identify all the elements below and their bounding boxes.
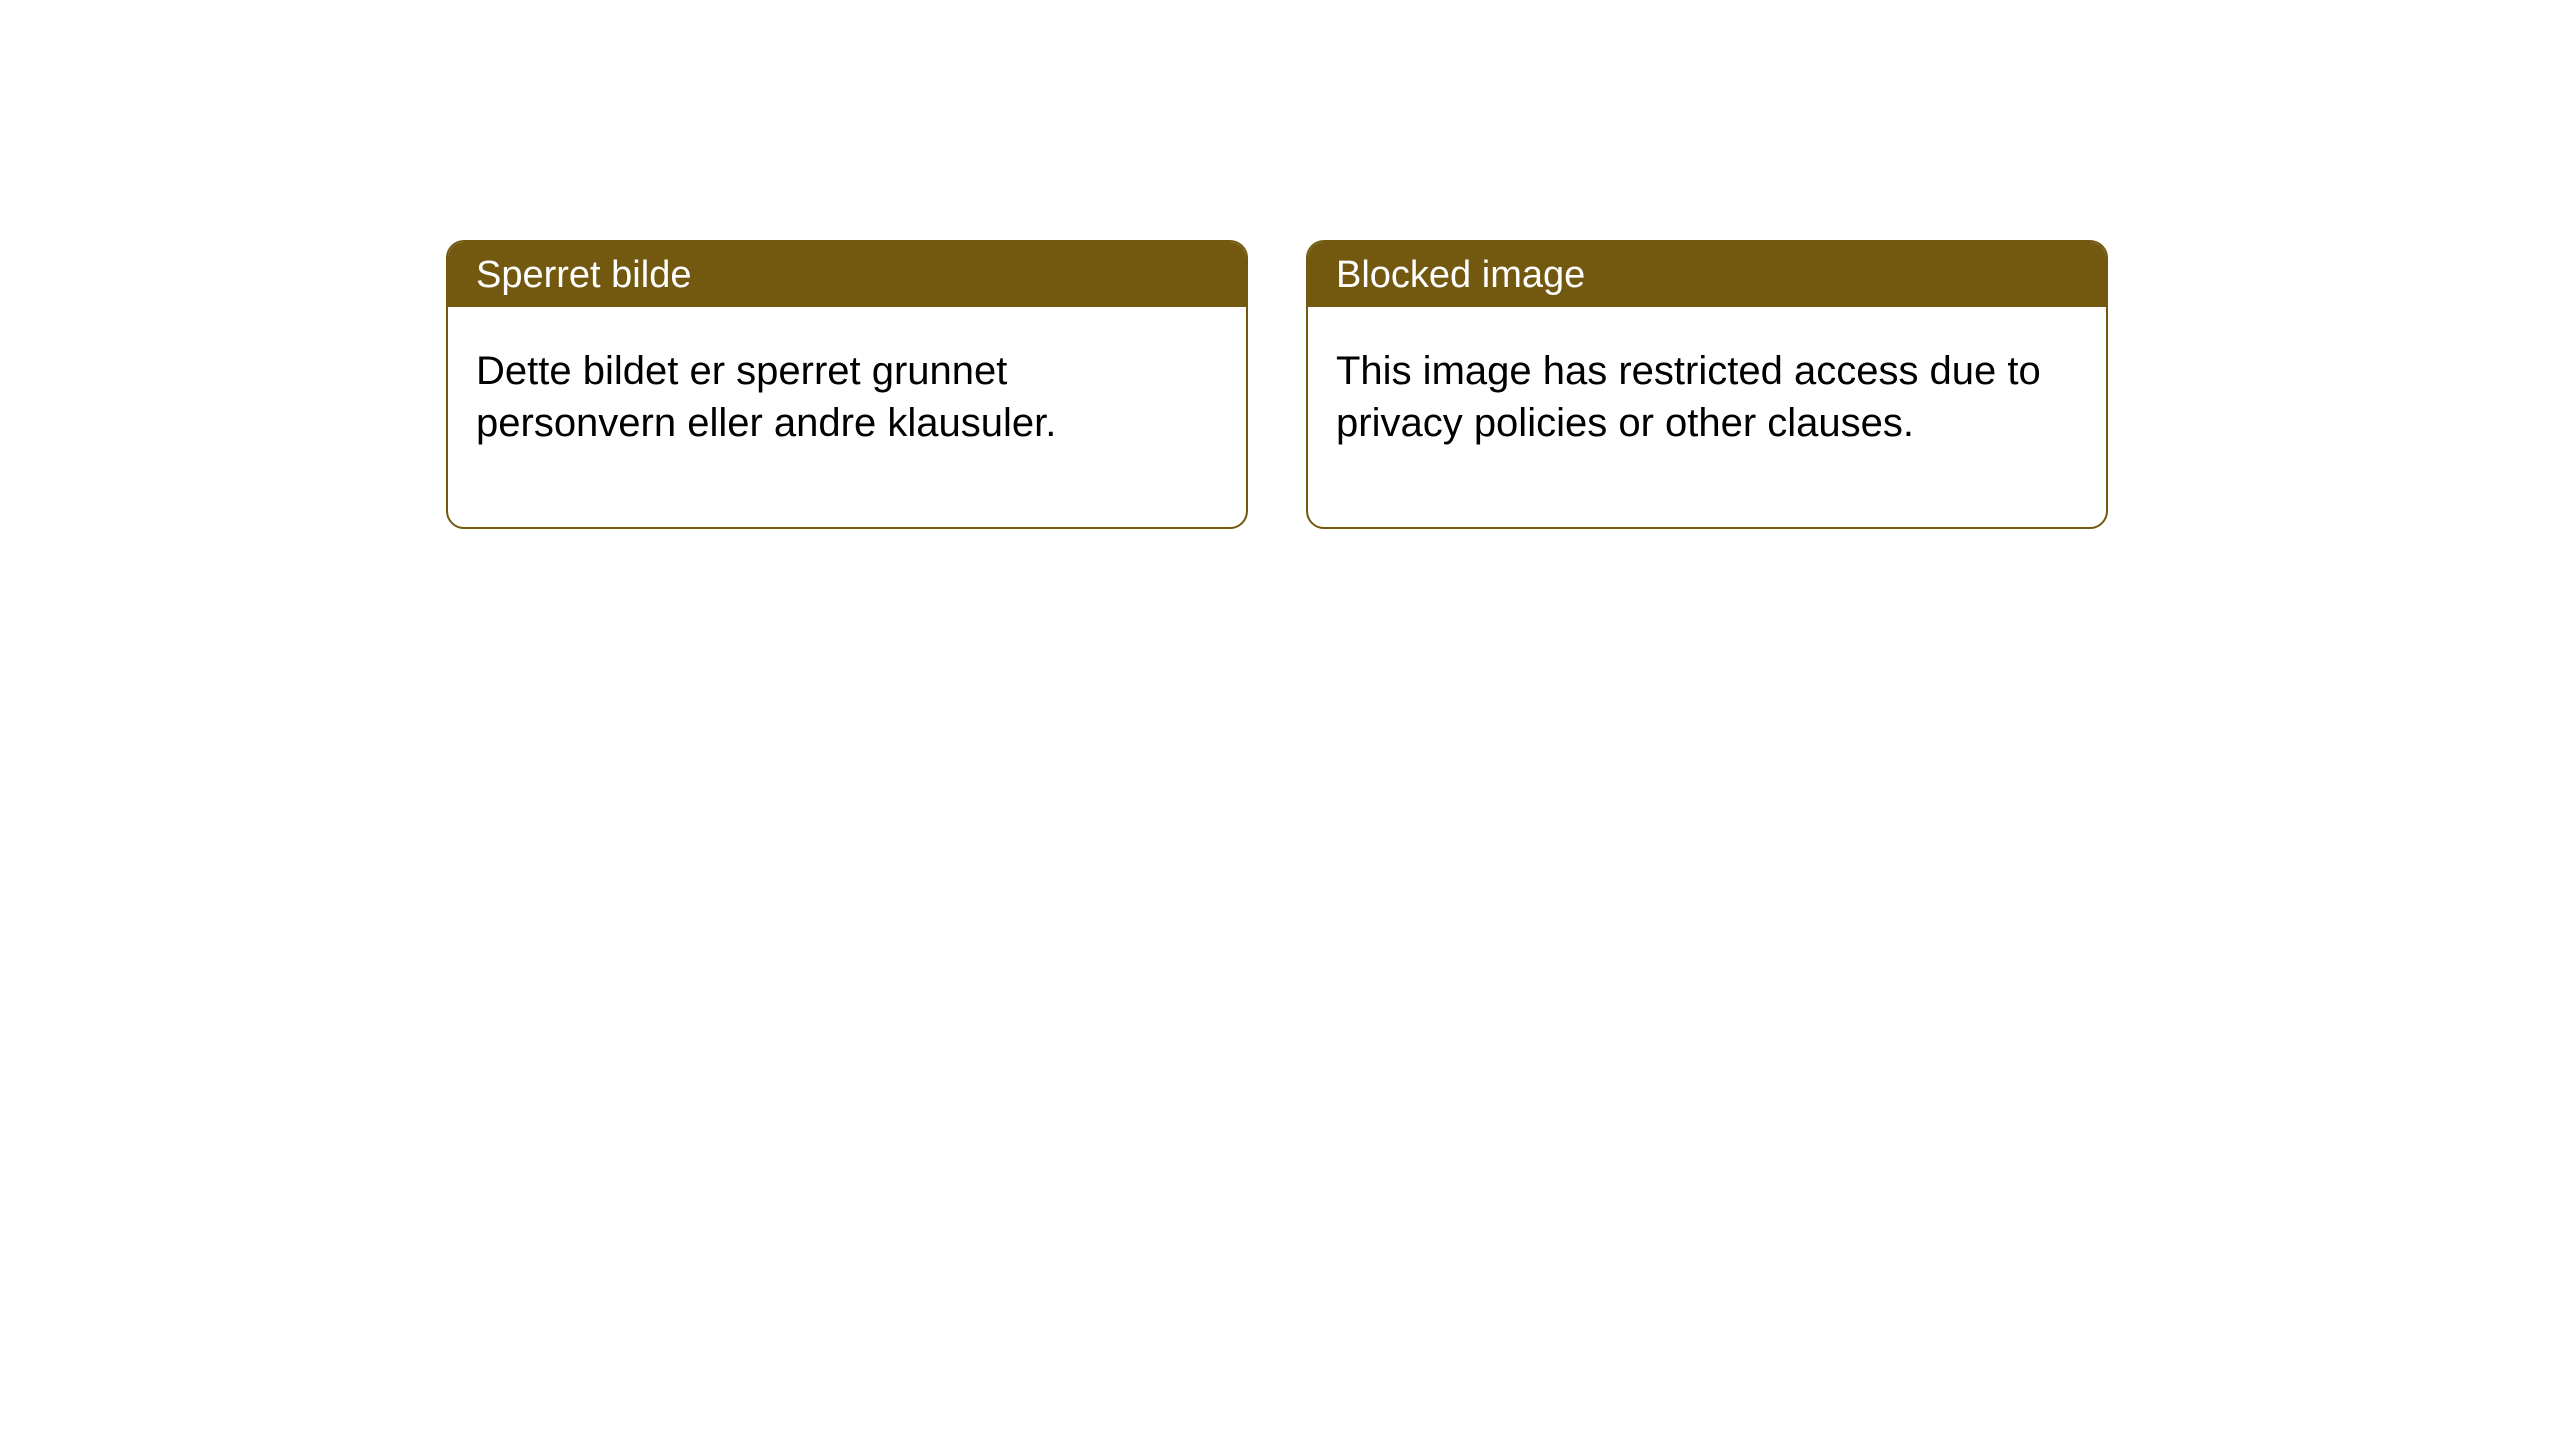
notice-card-norwegian: Sperret bilde Dette bildet er sperret gr… [446, 240, 1248, 529]
notice-card-english: Blocked image This image has restricted … [1306, 240, 2108, 529]
notice-cards-container: Sperret bilde Dette bildet er sperret gr… [446, 240, 2108, 529]
notice-header-norwegian: Sperret bilde [448, 242, 1246, 307]
notice-body-english: This image has restricted access due to … [1308, 307, 2106, 527]
notice-body-norwegian: Dette bildet er sperret grunnet personve… [448, 307, 1246, 527]
notice-header-english: Blocked image [1308, 242, 2106, 307]
